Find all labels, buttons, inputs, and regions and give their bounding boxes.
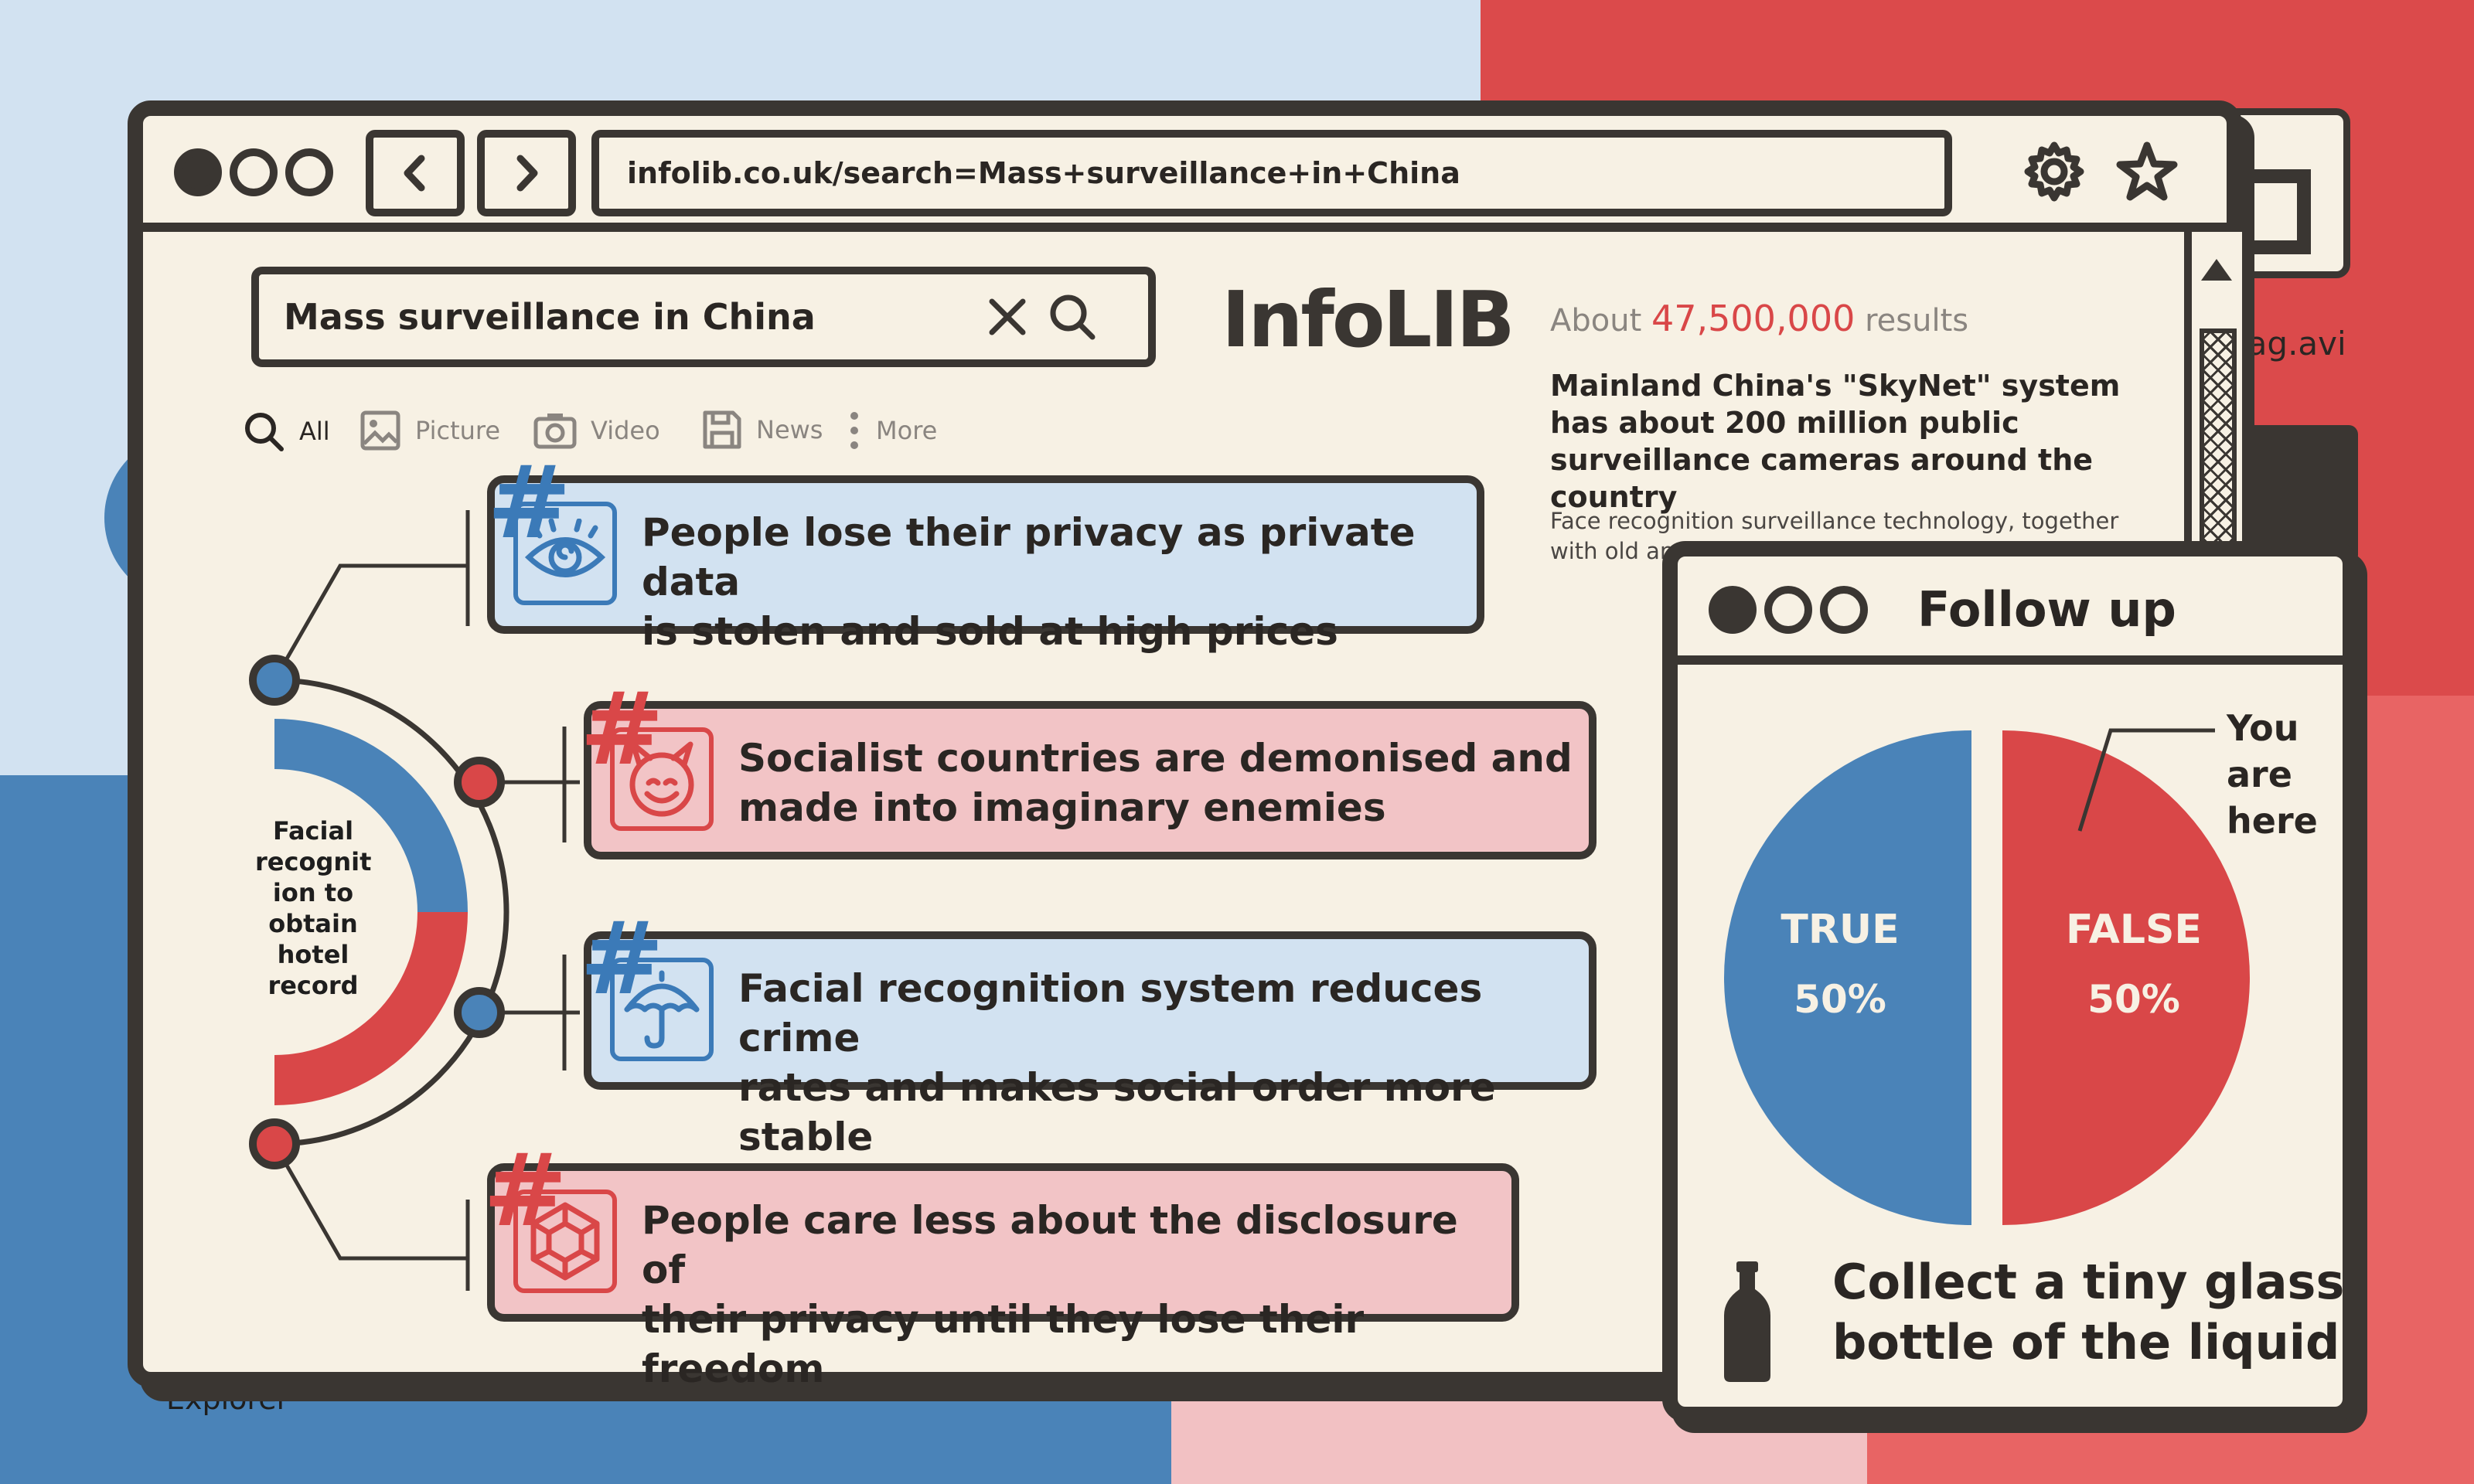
more-vertical-icon	[850, 412, 858, 449]
gear-icon[interactable]	[2022, 139, 2087, 204]
filter-label: Picture	[415, 416, 501, 445]
results-prefix: About	[1550, 303, 1642, 339]
claim-text: People lose their privacy as private dat…	[642, 510, 1416, 654]
eye-icon	[513, 502, 617, 605]
diagram-connectors	[272, 510, 580, 1291]
explorer-label: Explorer	[166, 1382, 289, 1416]
node-dot-red	[249, 1118, 300, 1169]
save-icon	[703, 410, 741, 449]
scroll-up-arrow-icon[interactable]	[2192, 236, 2242, 309]
claim-text: Socialist countries are demonised and mad…	[738, 736, 1573, 830]
pointer-line	[2077, 728, 2215, 832]
star-icon[interactable]	[2114, 139, 2179, 204]
window-minimize-dot[interactable]	[1764, 586, 1812, 634]
forward-button[interactable]	[477, 130, 576, 216]
follow-up-titlebar: Follow up	[1678, 556, 2343, 665]
node-dot-blue	[249, 655, 300, 706]
claim-text: People care less about the disclosure of…	[642, 1198, 1458, 1391]
umbrella-icon	[610, 958, 714, 1061]
bottle-instruction: Collect a tiny glass bottle of the liqui…	[1832, 1254, 2345, 1370]
pie-slice-false	[2002, 730, 2250, 1225]
pie-chart: TRUE 50% FALSE 50%	[1724, 730, 2250, 1225]
follow-up-window: Follow up TRUE 50% FALSE 50%	[1662, 541, 2358, 1422]
pie-slice-true	[1724, 730, 1971, 1225]
search-icon[interactable]	[1048, 292, 1097, 342]
devil-face-icon	[610, 727, 714, 831]
results-count: About 47,500,000 results	[1550, 298, 1968, 339]
hexagon-cube-icon	[513, 1190, 617, 1293]
search-icon	[245, 413, 284, 451]
filter-label: Video	[591, 416, 660, 445]
browser-titlebar: infolib.co.uk/search=Mass+surveillance+i…	[143, 116, 2227, 232]
you-are-here-label: You are here	[2227, 707, 2318, 842]
camera-icon	[533, 414, 577, 449]
results-number: 47,500,000	[1651, 298, 1855, 339]
claim-card[interactable]: People lose their privacy as private dat…	[487, 475, 1484, 654]
window-minimize-dot[interactable]	[230, 148, 278, 196]
pie-value-label: 50%	[2087, 977, 2180, 1022]
hashtag-icon: #	[580, 670, 664, 788]
filter-all[interactable]: All	[242, 410, 330, 453]
window-maximize-dot[interactable]	[1820, 586, 1868, 634]
window-close-dot[interactable]	[174, 148, 222, 196]
node-dot-red	[454, 757, 505, 808]
filter-label: More	[876, 416, 938, 445]
browser-window: infolib.co.uk/search=Mass+surveillance+i…	[128, 100, 2242, 1391]
window-close-dot[interactable]	[1709, 586, 1757, 634]
url-bar[interactable]: infolib.co.uk/search=Mass+surveillance+i…	[591, 130, 1952, 216]
claim-card[interactable]: Facial recognition system reduces crime r…	[584, 931, 1597, 1159]
filter-label: News	[756, 415, 823, 444]
result-title[interactable]: Mainland China's "SkyNet" system has abo…	[1550, 369, 2121, 514]
follow-up-title: Follow up	[1917, 581, 2176, 638]
back-button[interactable]	[366, 130, 465, 216]
site-logo[interactable]: InfoLIB	[1222, 274, 1515, 365]
window-maximize-dot[interactable]	[285, 148, 333, 196]
bottle-icon[interactable]	[1716, 1260, 1778, 1384]
close-icon[interactable]	[986, 295, 1029, 339]
claim-text: Facial recognition system reduces crime r…	[738, 966, 1496, 1159]
file-label: iag.avi	[2238, 325, 2346, 362]
image-icon	[360, 410, 400, 451]
filter-label: All	[299, 417, 330, 446]
claim-card[interactable]: People care less about the disclosure of…	[487, 1163, 1519, 1391]
claim-card[interactable]: Socialist countries are demonised and mad…	[584, 701, 1597, 859]
pie-category-label: TRUE	[1781, 907, 1899, 953]
filter-news[interactable]: News	[702, 410, 823, 450]
diagram-center-label: Facial recognit ion to obtain hotel reco…	[255, 816, 372, 1000]
pie-value-label: 50%	[1794, 977, 1886, 1022]
hashtag-icon: #	[483, 1132, 567, 1249]
search-input[interactable]: Mass surveillance in China	[251, 267, 1156, 367]
node-dot-blue	[454, 987, 505, 1038]
filter-picture[interactable]: Picture	[360, 410, 500, 451]
results-suffix: results	[1865, 303, 1969, 339]
hashtag-icon: #	[580, 900, 664, 1017]
hashtag-icon: #	[487, 444, 571, 561]
pie-category-label: FALSE	[2066, 907, 2202, 953]
filter-more[interactable]: More	[847, 410, 937, 451]
chevron-left-icon	[404, 155, 425, 192]
chevron-right-icon	[516, 155, 538, 192]
filter-video[interactable]: Video	[533, 410, 660, 451]
